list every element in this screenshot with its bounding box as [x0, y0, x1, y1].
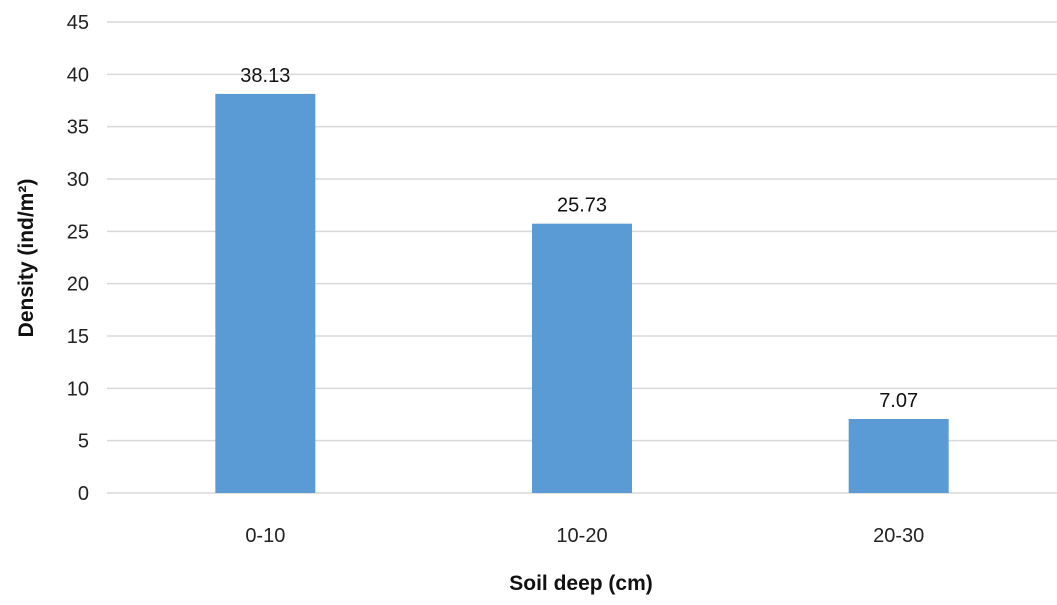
bar-20-30 [848, 419, 949, 493]
y-tick-label: 10 [67, 378, 89, 400]
x-tick-label: 20-30 [873, 525, 924, 547]
x-axis-tick-labels: 0-10 10-20 20-30 [245, 525, 924, 547]
y-tick-label: 5 [78, 431, 89, 453]
y-tick-label: 25 [67, 221, 89, 243]
y-tick-label: 40 [67, 64, 89, 86]
bar-10-20 [532, 223, 632, 493]
y-tick-label: 45 [67, 12, 89, 34]
x-tick-label: 0-10 [245, 525, 285, 547]
bars [215, 93, 949, 493]
y-tick-label: 15 [67, 326, 89, 348]
y-tick-label: 35 [67, 117, 89, 139]
data-labels: 38.13 25.73 7.07 [240, 65, 918, 412]
y-axis-title: Density (ind/m²) [15, 179, 38, 338]
y-axis-tick-labels: 0 5 10 15 20 25 30 35 40 45 [67, 12, 89, 505]
data-label: 38.13 [240, 65, 290, 87]
data-label: 7.07 [879, 390, 918, 412]
data-label: 25.73 [557, 195, 607, 217]
bar-0-10 [215, 93, 316, 493]
y-tick-label: 0 [78, 483, 89, 505]
x-tick-label: 10-20 [556, 525, 607, 547]
x-axis-title: Soil deep (cm) [509, 572, 653, 595]
y-tick-label: 20 [67, 274, 89, 296]
y-tick-label: 30 [67, 169, 89, 191]
